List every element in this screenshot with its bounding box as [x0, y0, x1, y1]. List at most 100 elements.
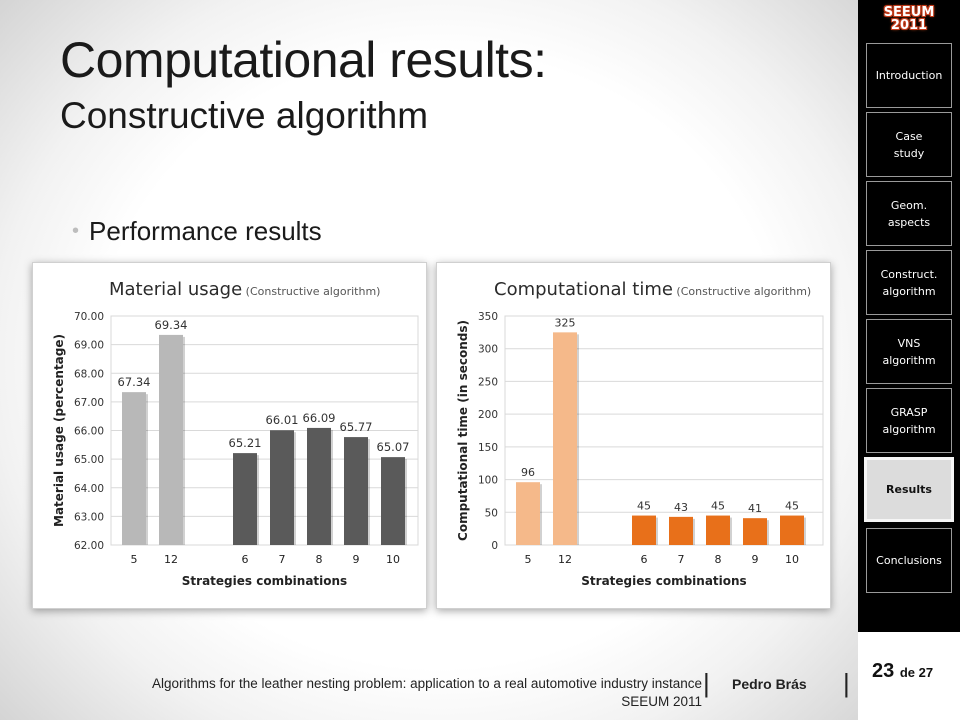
- y-tick-label: 63.00: [74, 511, 104, 523]
- x-tick-label: 5: [525, 553, 532, 566]
- sidebar-item-geom-aspects[interactable]: Geom. aspects: [866, 181, 952, 246]
- bar: [632, 515, 656, 545]
- bar: [553, 332, 577, 545]
- bar: [122, 392, 146, 545]
- bar: [233, 453, 257, 545]
- x-tick-label: 8: [715, 553, 722, 566]
- data-label: 65.21: [229, 436, 262, 450]
- y-tick-label: 300: [478, 344, 498, 356]
- x-tick-label: 12: [164, 553, 178, 566]
- data-label: 66.09: [303, 411, 336, 425]
- sidebar-item-conclusions[interactable]: Conclusions: [866, 528, 952, 593]
- y-tick-label: 250: [478, 376, 498, 388]
- bullet-text: Performance results: [89, 216, 322, 246]
- data-label: 45: [785, 500, 799, 513]
- footer-text: Algorithms for the leather nesting probl…: [48, 676, 702, 709]
- y-tick-label: 100: [478, 475, 498, 487]
- bar: [706, 515, 730, 545]
- chart-title-note: (Constructive algorithm): [673, 285, 811, 298]
- bar: [159, 334, 183, 545]
- bar: [516, 482, 540, 545]
- page-current: 23: [872, 660, 895, 682]
- x-tick-label: 10: [785, 553, 799, 566]
- sidebar-item-vns-algorithm[interactable]: VNS algorithm: [866, 319, 952, 384]
- x-tick-label: 6: [242, 553, 249, 566]
- data-label: 66.01: [266, 413, 299, 427]
- y-tick-label: 67.00: [74, 397, 104, 409]
- logo-line-1: SEEUM: [883, 5, 935, 20]
- computational-time-chart: Computational time (Constructive algorit…: [456, 279, 824, 588]
- plot-area: [504, 315, 824, 546]
- data-label: 43: [674, 501, 688, 514]
- sidebar-nav: SEEUM 2011 Introduction Case study Geom.…: [858, 0, 960, 720]
- bullet-item: • Performance results: [72, 216, 322, 247]
- bullet-dot-icon: •: [72, 220, 80, 242]
- x-axis-label: Strategies combinations: [182, 574, 347, 588]
- data-label: 65.77: [340, 420, 373, 434]
- slide-title-main: Computational results:: [60, 32, 547, 88]
- x-tick-label: 7: [279, 553, 286, 566]
- bar: [344, 437, 368, 545]
- x-tick-label: 12: [558, 553, 572, 566]
- material-usage-chart-panel: Material usage (Constructive algorithm) 6…: [32, 262, 427, 609]
- data-label: 45: [637, 500, 651, 513]
- footer-title: Algorithms for the leather nesting probl…: [151, 676, 702, 691]
- data-label: 325: [555, 316, 576, 329]
- sidebar-item-introduction[interactable]: Introduction: [866, 43, 952, 108]
- chart-title-main: Computational time: [494, 279, 673, 300]
- sidebar-item-grasp-algorithm[interactable]: GRASP algorithm: [866, 388, 952, 453]
- chart-title-main: Material usage: [109, 279, 242, 300]
- chart-title: Material usage (Constructive algorithm): [109, 279, 380, 300]
- y-tick-label: 68.00: [74, 368, 104, 380]
- bar: [743, 518, 767, 545]
- y-tick-label: 66.00: [74, 426, 104, 438]
- data-label: 65.07: [377, 440, 410, 454]
- data-label: 41: [748, 502, 762, 515]
- x-tick-label: 10: [386, 553, 400, 566]
- sidebar-item-case-study[interactable]: Case study: [866, 112, 952, 177]
- chart-title-note: (Constructive algorithm): [242, 285, 380, 298]
- sidebar-item-results[interactable]: Results: [864, 457, 954, 522]
- material-usage-chart: Material usage (Constructive algorithm) 6…: [52, 279, 419, 588]
- x-tick-label: 6: [641, 553, 648, 566]
- footer-author: Pedro Brás: [732, 676, 807, 692]
- x-axis-label: Strategies combinations: [581, 574, 746, 588]
- data-label: 69.34: [155, 318, 188, 332]
- bar: [381, 457, 405, 545]
- y-tick-label: 65.00: [74, 454, 104, 466]
- chart-title: Computational time (Constructive algorit…: [494, 279, 811, 300]
- seeum-logo: SEEUM 2011: [858, 6, 960, 32]
- page-number-box: [858, 632, 960, 720]
- page-number: 23 de 27: [872, 660, 933, 683]
- footer-separator-2: |: [843, 668, 850, 698]
- y-axis-label: Material usage (percentage): [52, 334, 66, 527]
- y-axis-label: Computational time (in seconds): [456, 320, 470, 541]
- y-tick-label: 0: [491, 540, 498, 552]
- data-label: 96: [521, 466, 535, 479]
- x-tick-label: 5: [131, 553, 138, 566]
- footer-separator-1: |: [703, 668, 710, 698]
- y-tick-label: 62.00: [74, 540, 104, 552]
- bar: [270, 430, 294, 545]
- footer-conference: SEEUM 2011: [621, 694, 702, 709]
- y-tick-label: 70.00: [74, 311, 104, 323]
- computational-time-chart-panel: Computational time (Constructive algorit…: [436, 262, 831, 609]
- y-tick-label: 150: [478, 442, 498, 454]
- bar: [307, 427, 331, 545]
- slide-title: Computational results: Constructive algo…: [60, 32, 547, 138]
- y-tick-label: 200: [478, 409, 498, 421]
- page-total: de 27: [899, 665, 934, 680]
- y-tick-label: 69.00: [74, 340, 104, 352]
- sidebar-item-construct-algorithm[interactable]: Construct. algorithm: [866, 250, 952, 315]
- logo-line-2: 2011: [890, 18, 928, 33]
- y-tick-label: 50: [485, 507, 498, 519]
- y-tick-label: 350: [478, 311, 498, 323]
- data-label: 45: [711, 500, 725, 513]
- bar: [669, 516, 693, 545]
- slide-title-sub: Constructive algorithm: [60, 95, 429, 136]
- x-tick-label: 9: [353, 553, 360, 566]
- x-tick-label: 9: [752, 553, 759, 566]
- x-tick-label: 7: [678, 553, 685, 566]
- x-tick-label: 8: [316, 553, 323, 566]
- bar: [780, 515, 804, 545]
